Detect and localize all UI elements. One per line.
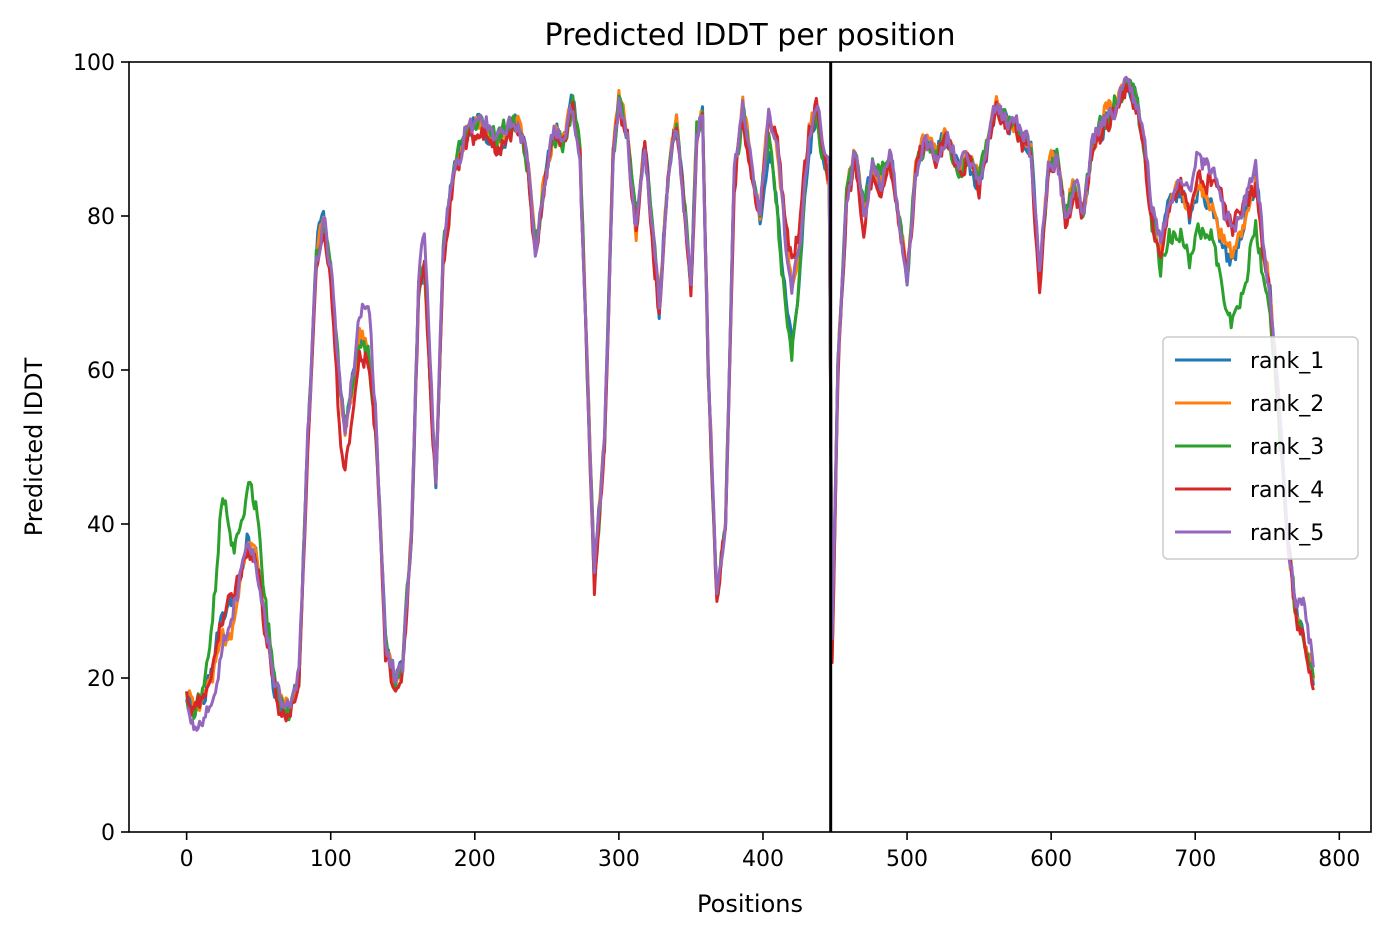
x-tick-label: 400	[742, 847, 784, 872]
legend-label-rank_3: rank_3	[1250, 435, 1324, 460]
y-tick-label: 40	[87, 513, 115, 538]
chart-title: Predicted lDDT per position	[545, 18, 956, 53]
legend-label-rank_2: rank_2	[1250, 392, 1324, 417]
legend-label-rank_4: rank_4	[1250, 478, 1324, 503]
y-tick-label: 20	[87, 667, 115, 692]
legend-label-rank_1: rank_1	[1250, 349, 1324, 374]
x-tick-label: 500	[886, 847, 928, 872]
legend: rank_1 rank_2 rank_3 rank_4 rank_5	[1162, 336, 1359, 560]
legend-items: rank_1 rank_2 rank_3 rank_4 rank_5	[1175, 349, 1324, 546]
series-layer	[185, 75, 1315, 732]
y-axis-label: Predicted lDDT	[20, 357, 48, 536]
series-line-rank_5	[186, 75, 1315, 732]
y-tick-label: 80	[87, 205, 115, 230]
y-tick-label: 100	[73, 51, 115, 76]
y-axis-ticks: 0 20 40 60 80 100	[73, 51, 129, 846]
x-tick-label: 300	[598, 847, 640, 872]
series-line-rank_4	[185, 83, 1315, 723]
x-tick-label: 800	[1318, 847, 1360, 872]
x-tick-label: 700	[1174, 847, 1216, 872]
y-tick-label: 0	[101, 821, 115, 846]
x-tick-label: 600	[1030, 847, 1072, 872]
x-axis-ticks: 0 100 200 300 400 500 600 700 800	[180, 832, 1360, 872]
x-tick-label: 200	[454, 847, 496, 872]
legend-frame	[1162, 336, 1359, 560]
x-tick-label: 0	[180, 847, 194, 872]
plot-frame	[128, 61, 1372, 833]
x-tick-label: 100	[310, 847, 352, 872]
x-axis-label: Positions	[697, 890, 803, 918]
legend-label-rank_5: rank_5	[1250, 521, 1324, 546]
y-tick-label: 60	[87, 359, 115, 384]
